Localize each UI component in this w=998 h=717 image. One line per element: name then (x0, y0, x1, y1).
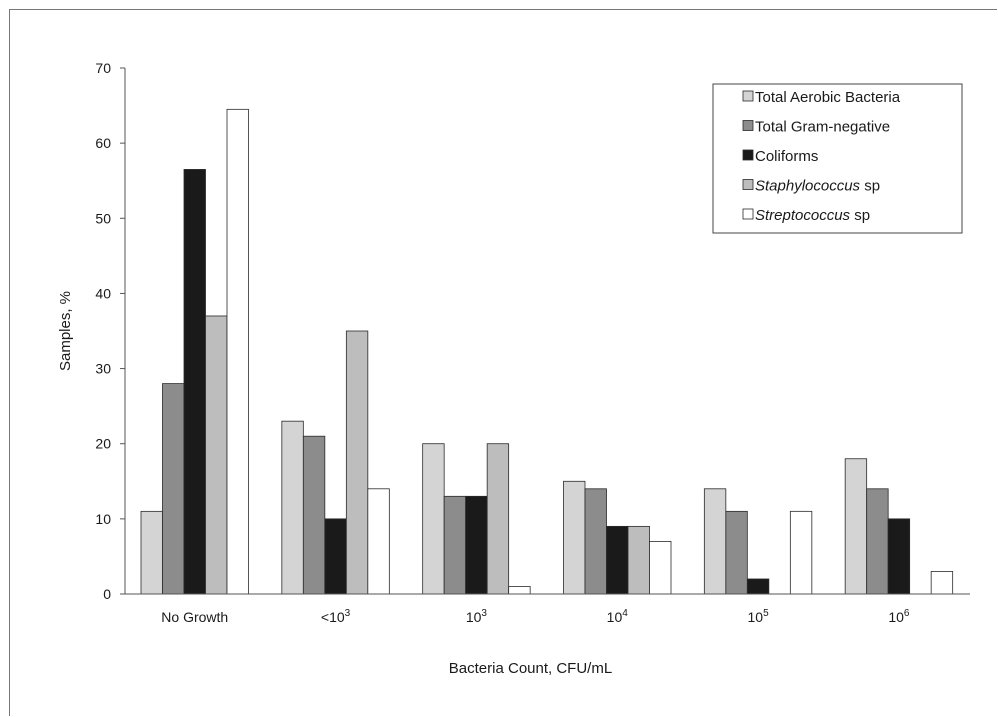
bars-layer (140, 108, 954, 595)
bar (746, 578, 770, 595)
y-tick-label: 20 (95, 436, 111, 452)
bar (302, 435, 326, 595)
bar (930, 571, 954, 595)
bar (140, 510, 163, 595)
x-tick-label: 105 (748, 608, 770, 625)
bar (281, 420, 304, 595)
bar (183, 169, 206, 595)
legend: Total Aerobic Bacteria Total Gram-negativ… (712, 83, 963, 234)
bar (422, 443, 445, 595)
y-tick-label: 0 (103, 586, 111, 602)
bar (465, 495, 488, 595)
legend-label: Streptococcus sp (755, 207, 870, 224)
legend-label: Total Gram-negative (755, 119, 890, 136)
bar (649, 541, 672, 595)
x-tick-label: No Growth (161, 609, 228, 625)
bar (205, 315, 228, 595)
y-tick-label: 10 (95, 511, 111, 527)
x-tick-label: 104 (607, 608, 629, 625)
legend-box (712, 83, 963, 234)
legend-label: Total Aerobic Bacteria (755, 89, 901, 106)
bar (486, 443, 510, 595)
bar (703, 488, 727, 595)
bar (324, 518, 347, 595)
x-tick-label: <103 (321, 608, 351, 625)
bar (725, 510, 748, 595)
bar (584, 488, 607, 595)
bar (866, 488, 889, 595)
legend-swatch (742, 208, 754, 220)
bar (887, 518, 911, 595)
axes-layer (124, 68, 970, 595)
bar (844, 458, 868, 595)
bar (162, 383, 185, 595)
bar (443, 495, 467, 595)
legend-swatch (742, 179, 754, 190)
bar (226, 108, 249, 595)
y-tick-label: 60 (95, 135, 111, 151)
y-tick-label: 50 (95, 210, 111, 226)
legend-swatch (742, 120, 754, 131)
y-axis-title: Samples, % (57, 291, 74, 371)
legend-label: Coliforms (755, 148, 818, 165)
x-tick-label: 106 (888, 608, 910, 625)
bar (367, 488, 390, 595)
legend-swatch (742, 149, 754, 161)
bar (345, 330, 369, 595)
y-tick-label: 70 (95, 60, 111, 76)
chart-frame (9, 9, 997, 716)
legend-swatch (742, 90, 754, 102)
bar (563, 480, 586, 595)
x-tick-label: 103 (466, 608, 488, 625)
bar (508, 586, 531, 595)
x-tick-labels: No Growth <103 103 104 105 106 (161, 608, 910, 625)
bar (606, 525, 629, 595)
bar (627, 525, 650, 595)
bar (789, 510, 813, 595)
y-tick-label: 40 (95, 285, 111, 301)
legend-label: Staphylococcus sp (755, 178, 880, 195)
y-tick-label: 30 (95, 361, 111, 377)
x-axis-title: Bacteria Count, CFU/mL (449, 660, 612, 677)
y-tick-labels: 0 10 20 30 40 50 60 70 (95, 60, 125, 602)
